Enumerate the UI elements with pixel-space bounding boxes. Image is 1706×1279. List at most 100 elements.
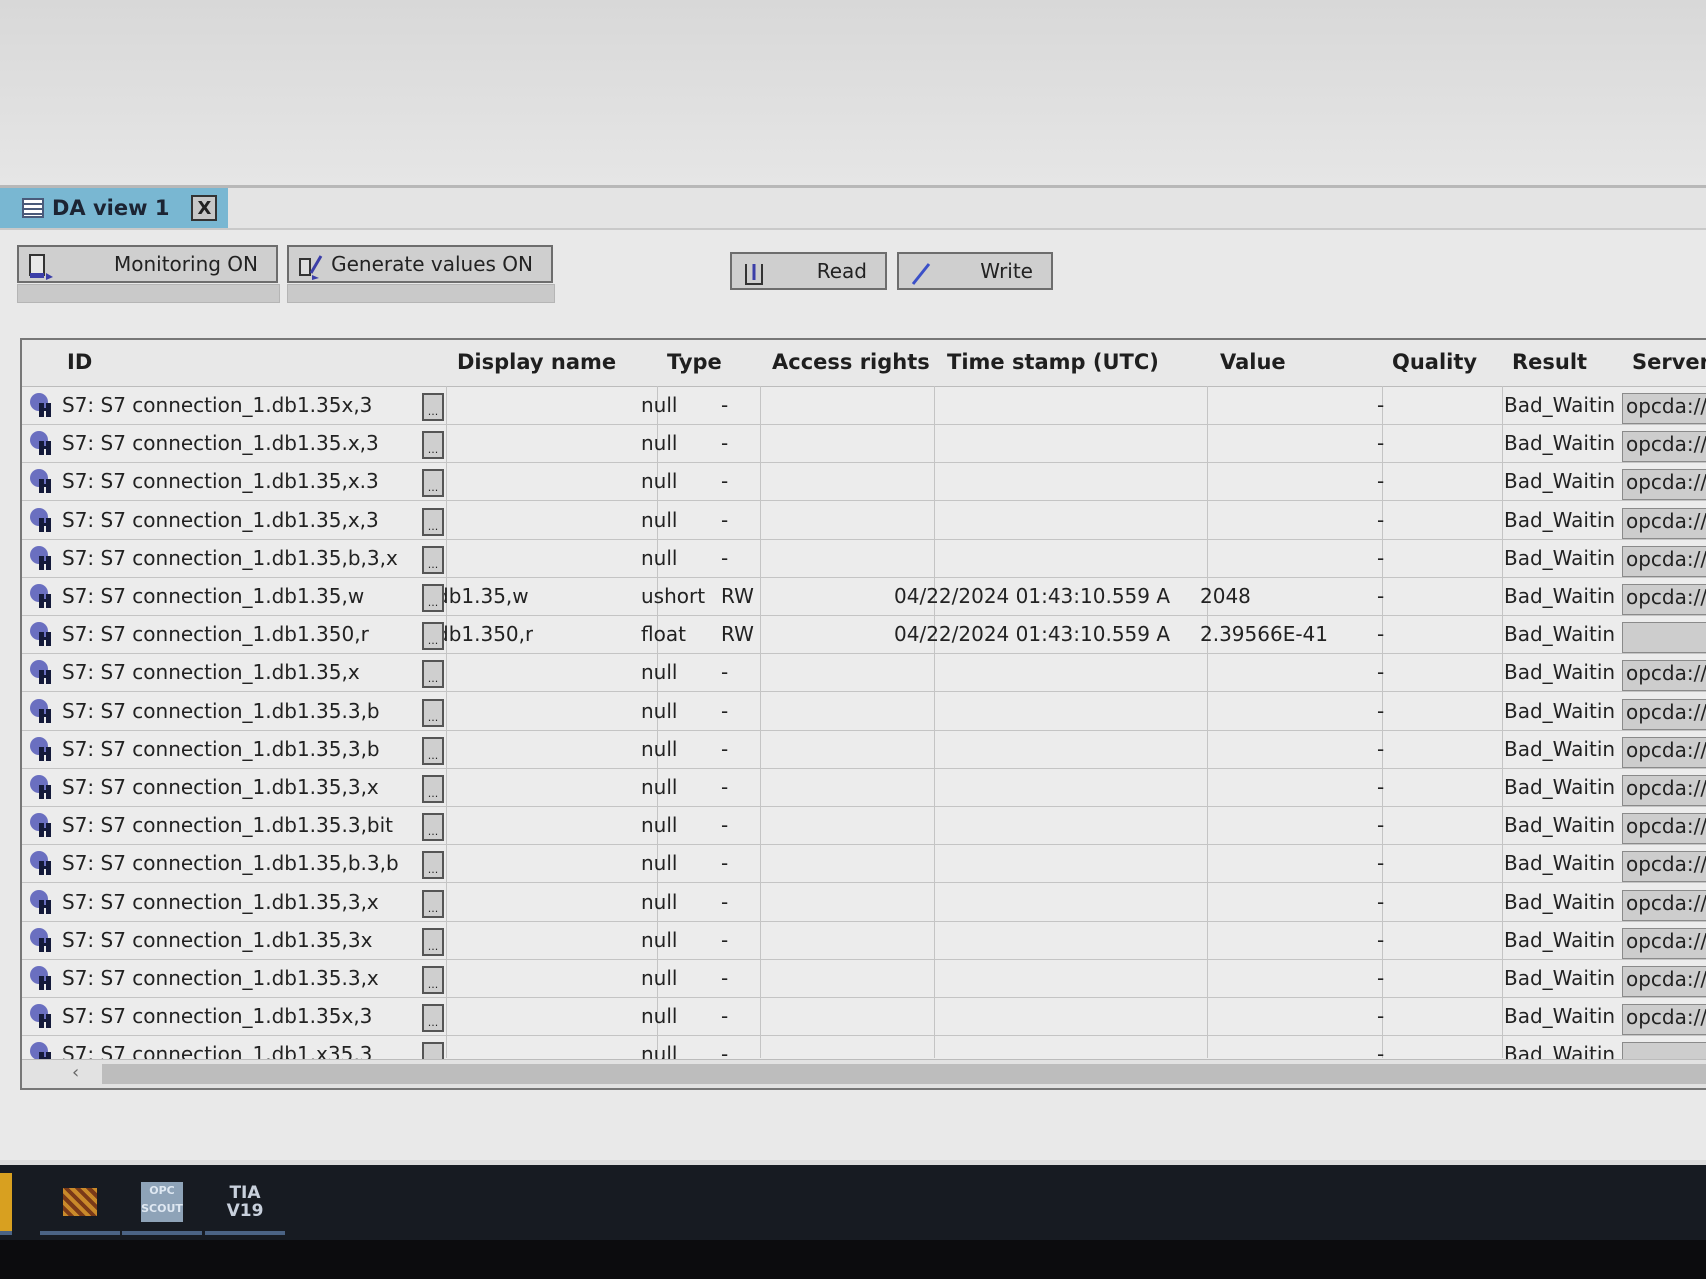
row-server[interactable]: opcda:// bbox=[1622, 393, 1706, 424]
row-type: null bbox=[641, 775, 678, 799]
row-quality: - bbox=[1377, 1004, 1385, 1029]
opc-item-icon bbox=[30, 469, 51, 494]
table-row[interactable]: S7: S7 connection_1.db1.35.3,b-null--Bad… bbox=[22, 692, 1706, 731]
browse-ellipsis-button[interactable]: ... bbox=[422, 889, 444, 918]
table-row[interactable]: S7: S7 connection_1.db1.350,r db1.350,r fl… bbox=[22, 615, 1706, 655]
tab-close-button[interactable]: X bbox=[191, 195, 218, 221]
browse-ellipsis-button[interactable]: ... bbox=[422, 813, 444, 842]
row-result: Bad_Waitin bbox=[1504, 966, 1616, 990]
column-header-server[interactable]: Server bbox=[1632, 350, 1706, 374]
horizontal-scrollbar[interactable]: ‹ bbox=[22, 1059, 1706, 1088]
scrollbar-thumb[interactable] bbox=[102, 1064, 1706, 1084]
generate-values-button[interactable]: Generate values ON bbox=[287, 245, 553, 283]
column-header-timestamp[interactable]: Time stamp (UTC) bbox=[947, 350, 1159, 374]
table-row[interactable]: S7: S7 connection_1.db1.35.3,x-null--Bad… bbox=[22, 959, 1706, 998]
table-row[interactable]: S7: S7 connection_1.db1.35,x.3-null--Bad… bbox=[22, 462, 1706, 502]
row-server[interactable]: opcda:// bbox=[1622, 507, 1706, 539]
table-row[interactable]: S7: S7 connection_1.db1.35,b,3,x-null--B… bbox=[22, 539, 1706, 578]
row-result: Bad_Waitin bbox=[1504, 927, 1616, 952]
row-result: Bad_Waitin bbox=[1504, 431, 1616, 456]
write-button[interactable]: Write bbox=[897, 252, 1053, 290]
browse-ellipsis-button[interactable]: ... bbox=[422, 584, 444, 612]
column-divider bbox=[934, 386, 935, 1058]
scroll-left-arrow-icon[interactable]: ‹ bbox=[72, 1062, 80, 1083]
column-header-type[interactable]: Type bbox=[667, 350, 722, 374]
column-header-display-name[interactable]: Display name bbox=[457, 350, 617, 374]
write-label: Write bbox=[980, 259, 1033, 283]
taskbar-app[interactable] bbox=[40, 1173, 120, 1235]
row-server[interactable]: opcda:// bbox=[1622, 1004, 1706, 1036]
browse-ellipsis-button[interactable]: ... bbox=[422, 469, 444, 498]
row-server[interactable]: opcda:// bbox=[1622, 736, 1706, 768]
browse-ellipsis-button[interactable]: ... bbox=[422, 851, 444, 880]
table-row[interactable]: S7: S7 connection_1.db1.35,x-null--Bad_W… bbox=[22, 653, 1706, 693]
table-row[interactable]: S7: S7 connection_1.db1.35,3,x-null--Bad… bbox=[22, 768, 1706, 807]
row-id: S7: S7 connection_1.db1.35.3,b bbox=[62, 698, 380, 723]
monitor-bezel bbox=[0, 1240, 1706, 1279]
row-server[interactable]: opcda:// bbox=[1622, 775, 1706, 806]
row-server[interactable]: opcda:// bbox=[1622, 469, 1706, 501]
browse-ellipsis-button[interactable]: ... bbox=[422, 545, 444, 574]
app-icon bbox=[63, 1188, 97, 1216]
row-quality: - bbox=[1377, 736, 1385, 761]
column-header-id[interactable]: ID bbox=[67, 350, 93, 374]
row-server[interactable]: opcda:// bbox=[1622, 813, 1706, 845]
row-server[interactable]: opcda:// bbox=[1622, 431, 1706, 463]
column-header-access-rights[interactable]: Access rights bbox=[772, 350, 930, 374]
tab-da-view-1[interactable]: DA view 1 X bbox=[0, 188, 228, 228]
column-header-result[interactable]: Result bbox=[1512, 350, 1588, 374]
row-server[interactable]: opcda:// bbox=[1622, 927, 1706, 959]
read-button[interactable]: Read bbox=[730, 252, 887, 290]
table-row[interactable]: S7: S7 connection_1.db1.35x,3-null--Bad_… bbox=[22, 997, 1706, 1037]
row-access-rights: - bbox=[721, 431, 729, 456]
browse-ellipsis-button[interactable]: ... bbox=[422, 775, 444, 803]
row-quality: - bbox=[1377, 507, 1385, 532]
row-display-name: db1.350,r bbox=[436, 622, 534, 647]
table-row[interactable]: S7: S7 connection_1.db1.35,w db1.35,w usho… bbox=[22, 577, 1706, 616]
browse-ellipsis-button[interactable]: ... bbox=[422, 431, 444, 460]
table-row[interactable]: S7: S7 connection_1.db1.35.3,bit-null--B… bbox=[22, 806, 1706, 846]
generate-strip bbox=[287, 284, 555, 303]
taskbar-app-edge[interactable] bbox=[0, 1173, 12, 1235]
row-type: null bbox=[641, 966, 678, 990]
column-divider bbox=[1207, 386, 1208, 1058]
row-server[interactable]: opcda:// bbox=[1622, 584, 1706, 615]
table-row[interactable]: S7: S7 connection_1.db1.35,x,3-null--Bad… bbox=[22, 501, 1706, 540]
table-row[interactable]: S7: S7 connection_1.db1.35.x,3-null--Bad… bbox=[22, 424, 1706, 464]
pencil-icon bbox=[911, 263, 931, 285]
row-server[interactable]: opcda:// bbox=[1622, 966, 1706, 997]
browse-ellipsis-button[interactable]: ... bbox=[422, 698, 444, 727]
opc-item-icon bbox=[30, 698, 51, 723]
browse-ellipsis-button[interactable]: ... bbox=[422, 660, 444, 689]
row-quality: - bbox=[1377, 775, 1385, 799]
table-row[interactable]: S7: S7 connection_1.db1.35,3,x-null--Bad… bbox=[22, 883, 1706, 922]
table-row[interactable]: S7: S7 connection_1.db1.35,3x-null--Bad_… bbox=[22, 921, 1706, 960]
row-quality: - bbox=[1377, 927, 1385, 952]
table-row[interactable]: S7: S7 connection_1.db1.35x,3-null--Bad_… bbox=[22, 386, 1706, 425]
browse-ellipsis-button[interactable]: ... bbox=[422, 927, 444, 956]
row-server[interactable]: opcda:// bbox=[1622, 698, 1706, 730]
opc-item-icon bbox=[30, 889, 51, 914]
taskbar-tia-portal[interactable]: TIA V19 bbox=[205, 1173, 285, 1235]
browse-ellipsis-button[interactable]: ... bbox=[422, 507, 444, 536]
row-server[interactable]: opcda:// bbox=[1622, 660, 1706, 692]
row-server[interactable] bbox=[1622, 622, 1706, 654]
browse-ellipsis-button[interactable]: ... bbox=[422, 393, 444, 421]
browse-ellipsis-button[interactable]: ... bbox=[422, 622, 444, 651]
browse-ellipsis-button[interactable]: ... bbox=[422, 1004, 444, 1033]
browse-ellipsis-button[interactable]: ... bbox=[422, 966, 444, 994]
row-server[interactable]: opcda:// bbox=[1622, 889, 1706, 921]
row-quality: - bbox=[1377, 622, 1385, 647]
taskbar-opc-scout[interactable]: OPC SCOUT bbox=[122, 1173, 202, 1235]
row-access-rights: - bbox=[721, 889, 729, 914]
table-row[interactable]: S7: S7 connection_1.db1.35,3,b-null--Bad… bbox=[22, 730, 1706, 769]
monitoring-button[interactable]: Monitoring ON bbox=[17, 245, 278, 283]
column-header-quality[interactable]: Quality bbox=[1392, 350, 1478, 374]
row-server[interactable]: opcda:// bbox=[1622, 851, 1706, 883]
browse-ellipsis-button[interactable]: ... bbox=[422, 736, 444, 765]
row-server[interactable]: opcda:// bbox=[1622, 545, 1706, 577]
column-header-value[interactable]: Value bbox=[1220, 350, 1286, 374]
table-row[interactable]: S7: S7 connection_1.db1.35,b.3,b-null--B… bbox=[22, 844, 1706, 884]
opc-item-icon bbox=[30, 545, 51, 570]
row-timestamp: 04/22/2024 01:43:10.559 A bbox=[894, 622, 1171, 647]
